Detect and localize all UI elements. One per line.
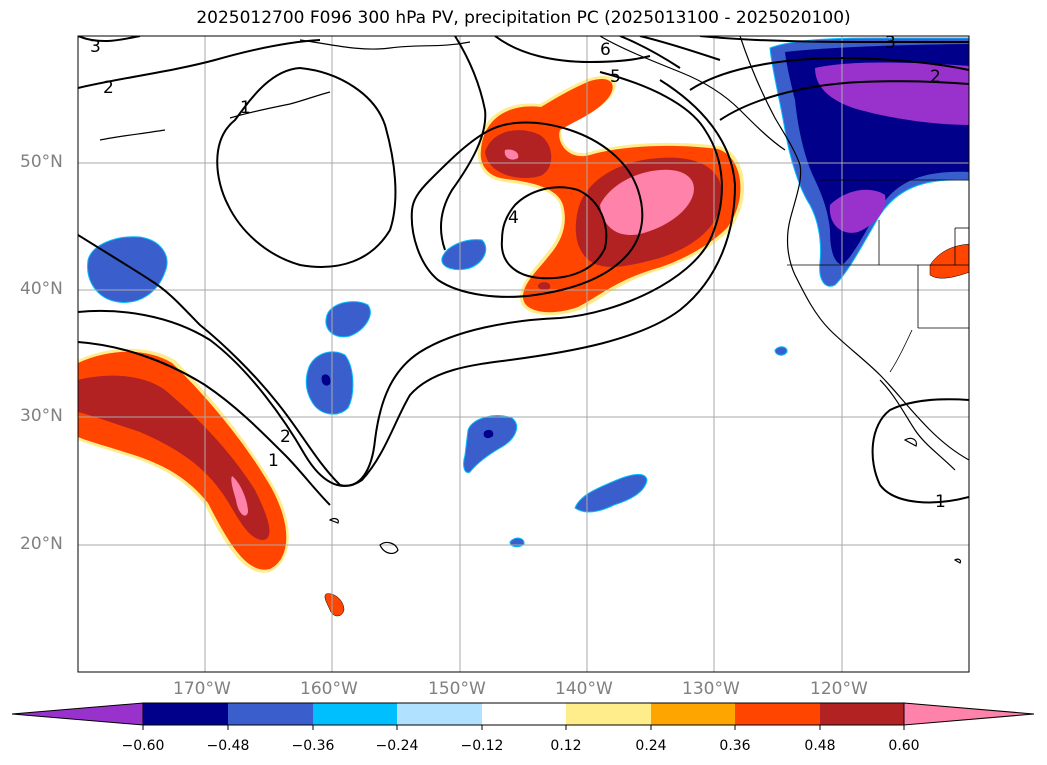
state-borders (787, 179, 969, 373)
precip-positive-east-small (929, 243, 969, 279)
pv-contours (78, 36, 969, 506)
colorbar-tick-label: −0.36 (291, 738, 335, 754)
contour-label: 5 (610, 67, 621, 87)
pv-contour (719, 80, 969, 121)
colorbar-swatch (397, 703, 482, 725)
pv-contour (78, 36, 141, 43)
lat-label: 30°N (20, 406, 63, 426)
colorbar-swatch (482, 703, 566, 725)
colorbar-swatch (143, 703, 228, 725)
pv-contour (78, 79, 737, 487)
precip-negative-mid5 (574, 473, 648, 513)
contour-label: 1 (268, 451, 279, 471)
colorbar-tick-label: 0.24 (635, 738, 667, 754)
lon-label: 160°W (300, 679, 358, 699)
pv-contour (410, 121, 644, 298)
pv-contour (440, 36, 487, 251)
coastlines (99, 36, 969, 564)
colorbar-tick-label: 0.36 (719, 738, 751, 754)
colorbar-tick-label: −0.60 (121, 738, 165, 754)
lon-label: 150°W (428, 679, 486, 699)
map-title: 2025012700 F096 300 hPa PV, precipitatio… (196, 8, 851, 28)
colorbar-swatch (735, 703, 820, 725)
lat-label: 40°N (20, 279, 63, 299)
precip-negative-mid1 (325, 301, 371, 338)
pv-contour (689, 56, 969, 91)
colorbar-tick-label: 0.12 (550, 738, 582, 754)
contour-label: 3 (90, 37, 101, 57)
precip-positive-pacific-blob (477, 75, 745, 316)
map-frame (77, 35, 970, 673)
pv-contour (699, 36, 969, 43)
colorbar-swatch (566, 703, 651, 725)
lat-label: 50°N (20, 152, 63, 172)
precip-negative-northeast (769, 37, 969, 287)
pv-contour (78, 71, 723, 487)
lon-label: 170°W (173, 679, 231, 699)
contour-label: 2 (280, 427, 291, 447)
contour-label: 1 (240, 98, 251, 118)
contour-label: 2 (103, 78, 114, 98)
pv-contour (500, 186, 608, 280)
colorbar-swatch (651, 703, 735, 725)
colorbar (11, 702, 1035, 730)
colorbar-tick-label: −0.12 (460, 738, 504, 754)
colorbar-swatch (11, 702, 144, 726)
precip-negative-mid3 (441, 239, 487, 271)
contour-label: 6 (600, 40, 611, 60)
colorbar-swatch (820, 703, 904, 725)
colorbar-tick-label: 0.60 (888, 738, 920, 754)
contour-label: 4 (508, 208, 519, 228)
pv-contour (639, 36, 721, 61)
contour-label: 3 (885, 33, 896, 53)
pv-contour (216, 66, 397, 268)
contour-label: 1 (935, 492, 946, 512)
pv-contour (619, 36, 681, 69)
pv-contour (78, 39, 321, 89)
colorbar-tick-label: −0.48 (206, 738, 250, 754)
colorbar-swatch (903, 702, 1035, 726)
contour-label: 2 (930, 67, 941, 87)
lat-label: 20°N (20, 534, 63, 554)
colorbar-swatch (228, 703, 313, 725)
lon-label: 130°W (682, 679, 740, 699)
graticule (78, 36, 969, 672)
lon-label: 120°W (810, 679, 868, 699)
precip-negative-mid4 (463, 415, 518, 474)
colorbar-swatch (313, 703, 397, 725)
colorbar-tick-label: 0.48 (804, 738, 836, 754)
precip-positive-small (324, 593, 345, 617)
pv-contour (494, 36, 651, 64)
lon-label: 140°W (555, 679, 613, 699)
pv-contour (871, 398, 969, 504)
pv-contour (78, 341, 331, 506)
colorbar-tick-label: −0.24 (375, 738, 419, 754)
